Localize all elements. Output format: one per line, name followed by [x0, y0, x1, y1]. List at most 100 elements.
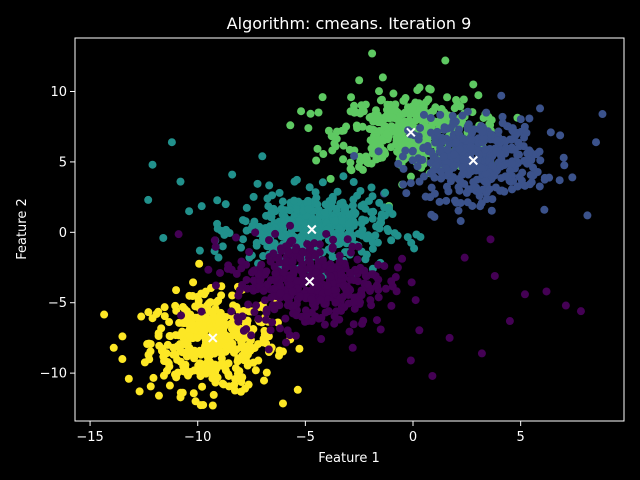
data-point	[358, 122, 367, 131]
data-point	[339, 172, 348, 181]
data-point	[490, 171, 499, 180]
series-2	[350, 91, 607, 226]
data-point	[206, 358, 215, 367]
data-point	[179, 362, 188, 371]
data-point	[376, 118, 385, 127]
data-point	[426, 113, 435, 122]
data-point	[137, 312, 146, 321]
data-point	[252, 241, 261, 250]
data-point	[444, 187, 453, 196]
data-point	[437, 174, 446, 183]
data-point	[324, 287, 333, 296]
data-point	[224, 359, 233, 368]
data-point	[426, 85, 435, 94]
data-point	[520, 133, 529, 142]
data-point	[481, 145, 490, 154]
data-point	[304, 205, 313, 214]
data-point	[163, 358, 172, 367]
data-point	[403, 233, 412, 242]
data-point	[442, 196, 451, 205]
data-point	[321, 200, 330, 209]
data-point	[237, 264, 246, 273]
data-point	[144, 195, 153, 204]
data-point	[363, 280, 372, 289]
data-point	[536, 104, 545, 113]
data-point	[399, 109, 408, 118]
data-point	[462, 188, 471, 197]
data-point	[556, 131, 565, 140]
data-point	[288, 287, 297, 296]
data-point	[394, 159, 403, 168]
data-point	[439, 152, 448, 161]
data-point	[411, 296, 420, 305]
data-point	[426, 128, 435, 137]
data-point	[262, 307, 271, 316]
data-point	[427, 183, 436, 192]
data-point	[381, 211, 390, 220]
data-point	[329, 235, 338, 244]
data-point	[346, 164, 355, 173]
data-point	[518, 168, 527, 177]
data-point	[290, 196, 299, 205]
data-point	[505, 166, 514, 175]
series-1	[286, 49, 522, 210]
data-point	[345, 210, 354, 219]
data-point	[218, 242, 227, 251]
data-point	[167, 138, 176, 147]
data-point	[322, 229, 331, 238]
data-point	[277, 204, 286, 213]
data-point	[209, 343, 218, 352]
data-point	[498, 112, 507, 121]
chart-title: Algorithm: cmeans. Iteration 9	[227, 14, 472, 33]
data-point	[177, 311, 186, 320]
data-point	[368, 214, 377, 223]
centroid-stroke	[406, 127, 416, 138]
data-point	[348, 343, 357, 352]
data-point	[455, 186, 464, 195]
data-point	[143, 340, 152, 349]
data-point	[305, 183, 314, 192]
data-point	[449, 119, 458, 128]
data-point	[374, 293, 383, 302]
data-point	[387, 277, 396, 286]
data-point	[381, 284, 390, 293]
data-point	[355, 76, 364, 85]
data-point	[265, 236, 274, 245]
data-point	[144, 308, 153, 317]
data-point	[418, 155, 427, 164]
data-point	[459, 155, 468, 164]
data-point	[241, 384, 250, 393]
data-point	[500, 187, 509, 196]
data-point	[351, 209, 360, 218]
data-point	[350, 304, 359, 313]
data-point	[318, 256, 327, 265]
data-point	[381, 188, 390, 197]
data-point	[488, 161, 497, 170]
data-point	[240, 346, 249, 355]
data-point	[331, 298, 340, 307]
data-point	[520, 122, 529, 131]
data-point	[221, 200, 230, 209]
data-point	[275, 188, 284, 197]
data-point	[477, 199, 486, 208]
data-point	[540, 175, 549, 184]
data-point	[345, 327, 354, 336]
data-point	[135, 387, 144, 396]
data-point	[313, 200, 322, 209]
data-point	[264, 345, 273, 354]
data-point	[359, 316, 368, 325]
data-point	[454, 206, 463, 215]
data-point	[286, 221, 295, 230]
data-point	[455, 144, 464, 153]
data-point	[195, 246, 204, 255]
data-point	[413, 86, 422, 95]
data-point	[324, 126, 333, 135]
data-point	[505, 317, 514, 326]
data-point	[242, 275, 251, 284]
data-point	[516, 115, 525, 124]
data-point	[286, 280, 295, 289]
data-point	[343, 235, 352, 244]
data-point	[208, 401, 217, 410]
data-point	[198, 382, 207, 391]
